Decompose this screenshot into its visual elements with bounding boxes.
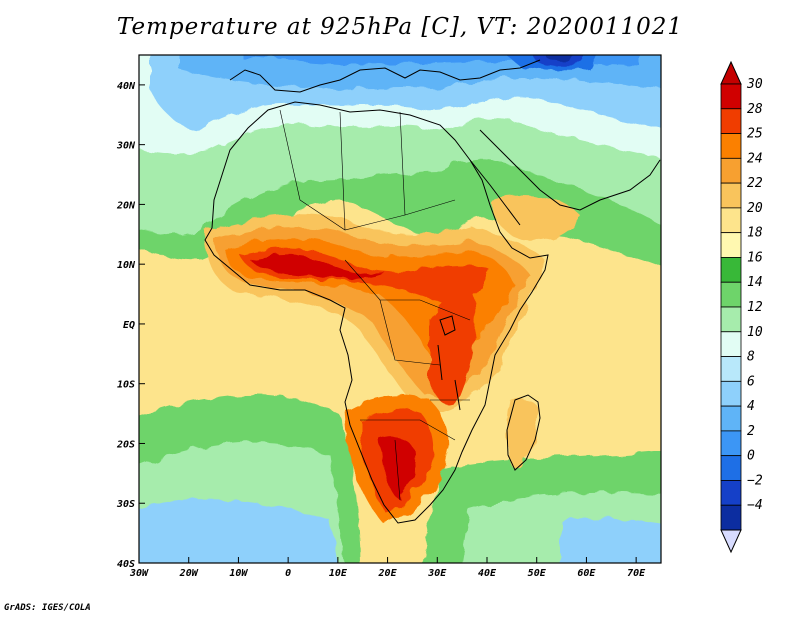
colorbar-swatch xyxy=(720,281,742,308)
colorbar-label: 25 xyxy=(747,127,763,142)
colorbar-swatch xyxy=(720,480,742,506)
colorbar-label: 16 xyxy=(747,250,763,265)
colorbar-label: 28 xyxy=(747,102,763,117)
lat-tick-label: 30N xyxy=(116,141,136,152)
colorbar-label: 12 xyxy=(747,300,763,315)
colorbar-swatch xyxy=(720,356,742,382)
colorbar-swatch xyxy=(720,207,742,234)
colorbar-swatch xyxy=(720,133,742,159)
temperature-field xyxy=(139,55,661,563)
colorbar-swatch xyxy=(720,306,742,333)
colorbar-swatch xyxy=(720,182,742,209)
map-title: Temperature at 925hPa [C], VT: 202001102… xyxy=(116,14,684,40)
colorbar-label: −2 xyxy=(747,473,763,488)
colorbar-label: 14 xyxy=(747,275,763,290)
colorbar-swatch xyxy=(720,455,742,481)
colorbar-over-arrow xyxy=(720,60,742,85)
coastlines xyxy=(204,59,661,524)
red-sea xyxy=(469,159,521,226)
colorbar-swatch xyxy=(720,108,742,134)
colorbar-swatch xyxy=(720,430,742,457)
colorbar-label: 2 xyxy=(747,424,755,439)
colorbar-label: −4 xyxy=(747,498,763,513)
plot-frame xyxy=(138,54,662,564)
colorbar-label: 18 xyxy=(747,226,763,241)
colorbar-label: 20 xyxy=(747,201,763,216)
country-borders xyxy=(279,109,471,501)
colorbar-label: 4 xyxy=(747,399,755,414)
colorbar-label: 30 xyxy=(746,77,763,92)
lon-tick-label: 30E xyxy=(427,568,447,579)
colorbar-swatch xyxy=(720,157,742,184)
lon-tick-label: 70E xyxy=(627,568,646,579)
lat-tick-label: 20S xyxy=(116,439,135,450)
colorbar-swatch xyxy=(720,331,742,357)
colorbar-label: 10 xyxy=(747,325,763,340)
lon-tick-label: 40E xyxy=(478,568,497,579)
lon-tick-label: 10W xyxy=(229,568,248,579)
colorbar-label: 24 xyxy=(747,151,763,166)
lat-tick-label: 10S xyxy=(117,380,135,391)
europe-coastline xyxy=(229,59,541,93)
colorbar-swatch xyxy=(720,83,742,110)
colorbar-label: 0 xyxy=(747,449,755,464)
lon-tick-label: 30W xyxy=(129,568,149,579)
lon-tick-label: 60E xyxy=(577,568,596,579)
colorbar-swatch xyxy=(720,257,742,283)
lat-tick-label: 40N xyxy=(117,81,136,92)
lat-tick-label: 20N xyxy=(116,200,136,211)
lon-tick-label: 20E xyxy=(378,568,398,579)
great-lakes xyxy=(437,315,461,411)
colorbar-swatch xyxy=(720,504,742,531)
lon-tick-label: 20W xyxy=(179,568,199,579)
lon-tick-label: 50E xyxy=(528,568,547,579)
colorbar-swatch xyxy=(720,380,742,407)
colorbar-swatch xyxy=(720,405,742,432)
axes: 30W 20W 10W 0 10E 20E 30E 40E 50E 60E 70E 40N 30N 20N… xyxy=(116,81,646,579)
colorbar-label: 22 xyxy=(747,176,763,191)
madagascar-coastline xyxy=(506,394,541,471)
colorbar-label: 8 xyxy=(747,350,755,365)
africa-coastline xyxy=(204,101,549,524)
lat-tick-label: EQ xyxy=(123,320,135,331)
lat-tick-label: 40S xyxy=(117,559,135,570)
arabia-coastline xyxy=(479,129,661,211)
lon-tick-label: 10E xyxy=(329,568,348,579)
lon-tick-label: 0 xyxy=(285,568,291,579)
credit-label: GrADS: IGES/COLA xyxy=(4,603,91,613)
colorbar-label: 6 xyxy=(747,374,755,389)
colorbar-under-arrow xyxy=(720,529,742,554)
lat-tick-label: 10N xyxy=(117,260,136,271)
colorbar-swatch xyxy=(720,232,742,258)
lat-tick-label: 30S xyxy=(116,499,135,510)
